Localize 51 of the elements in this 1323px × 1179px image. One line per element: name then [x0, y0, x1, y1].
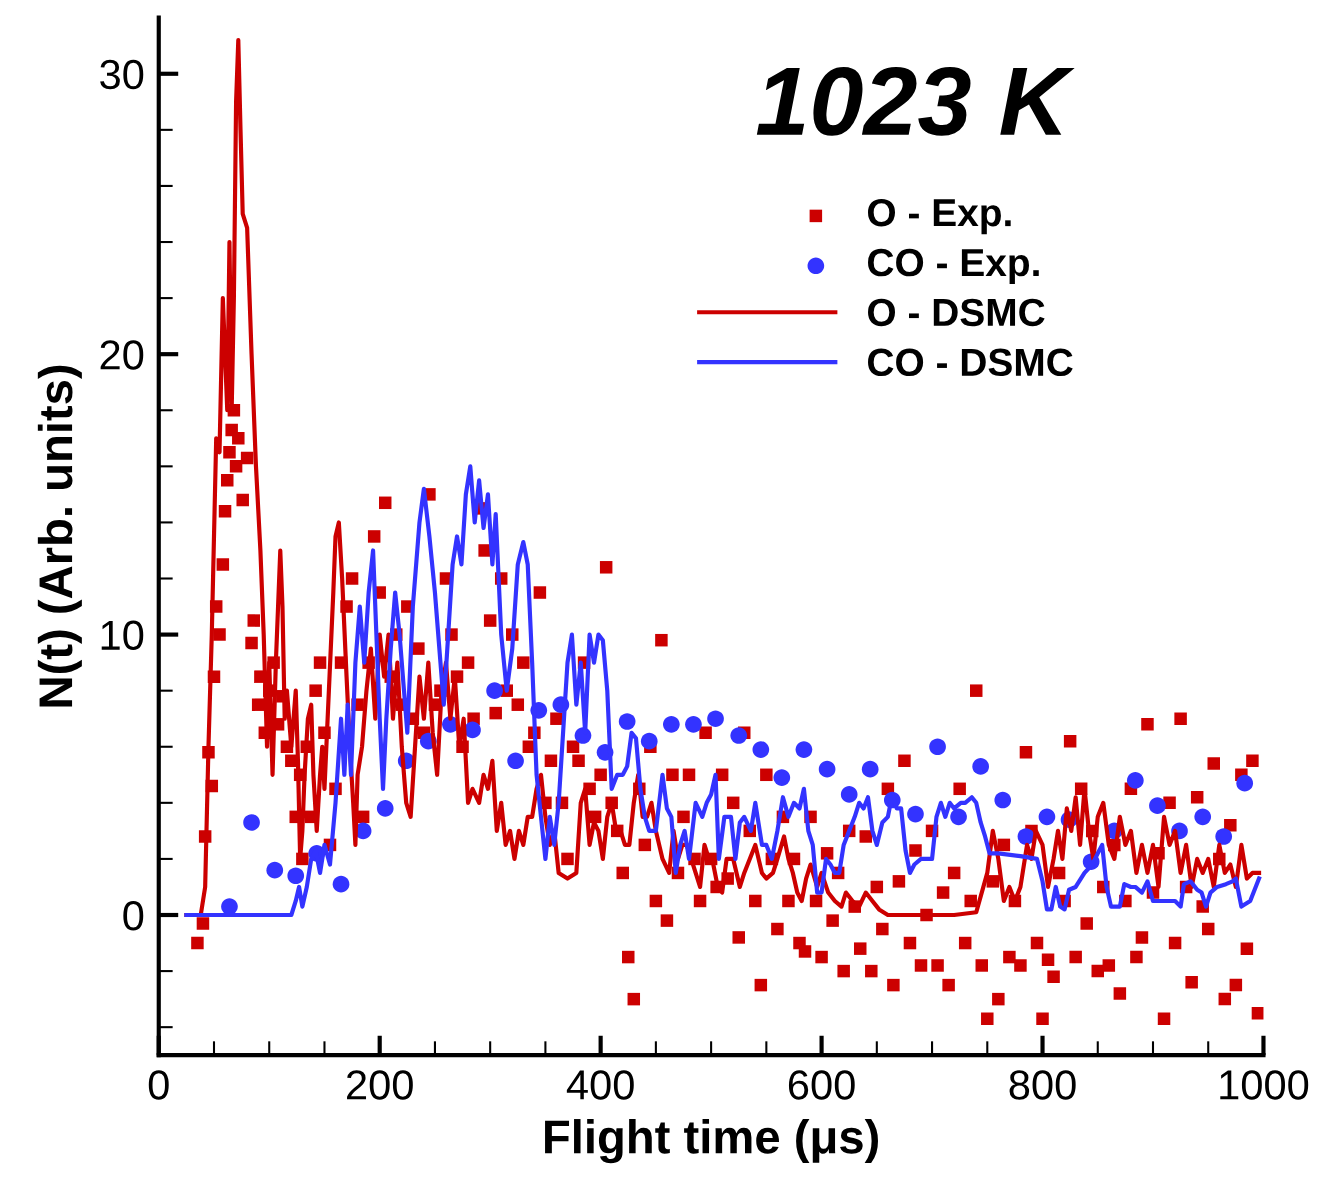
point [1149, 797, 1166, 814]
legend-label: O - Exp. [868, 198, 1011, 235]
y-tick-label: 10 [101, 620, 144, 651]
point [243, 814, 260, 831]
point [795, 741, 813, 758]
y-tick-label: 30 [100, 59, 144, 90]
point [685, 715, 702, 733]
x-axis-title: Flight time (μs) [545, 1119, 878, 1164]
point [818, 760, 836, 778]
legend-label: CO - DSMC [868, 348, 1073, 377]
point [752, 741, 770, 758]
annotation: 1023 K [756, 66, 1075, 136]
point [618, 713, 636, 730]
point [507, 752, 524, 770]
x-tick-label: 0 [148, 1070, 169, 1100]
point [773, 769, 791, 786]
y-tick-label: 20 [100, 340, 144, 370]
x-tick-label: 600 [788, 1070, 855, 1100]
point [907, 805, 924, 823]
y-axis-title: N(t) (Arb. units) [37, 365, 82, 707]
point [640, 732, 658, 750]
legend-label: CO - Exp. [868, 248, 1039, 285]
x-tick-label: 200 [347, 1070, 413, 1100]
point [972, 758, 989, 775]
point [861, 760, 879, 778]
point [1126, 772, 1144, 789]
point [1017, 828, 1035, 845]
point [376, 800, 394, 817]
line-series [184, 464, 1262, 918]
point [221, 898, 238, 915]
point [707, 710, 724, 728]
point [840, 786, 858, 803]
point [332, 875, 350, 893]
point [730, 727, 748, 744]
point [1236, 774, 1254, 792]
x-tick-label: 1000 [1220, 1070, 1309, 1100]
legend-label: O - DSMC [868, 298, 1045, 327]
point [266, 861, 284, 879]
point [929, 738, 946, 756]
point [464, 721, 481, 739]
point [994, 791, 1012, 809]
point [1194, 808, 1212, 826]
point [287, 867, 305, 885]
x-tick-label: 400 [566, 1070, 634, 1100]
point [486, 682, 503, 699]
point [1215, 828, 1233, 845]
y-tick-label: 0 [123, 901, 144, 931]
point [663, 715, 680, 733]
x-tick-label: 800 [1009, 1070, 1076, 1100]
point [950, 808, 967, 826]
point [1038, 808, 1056, 826]
